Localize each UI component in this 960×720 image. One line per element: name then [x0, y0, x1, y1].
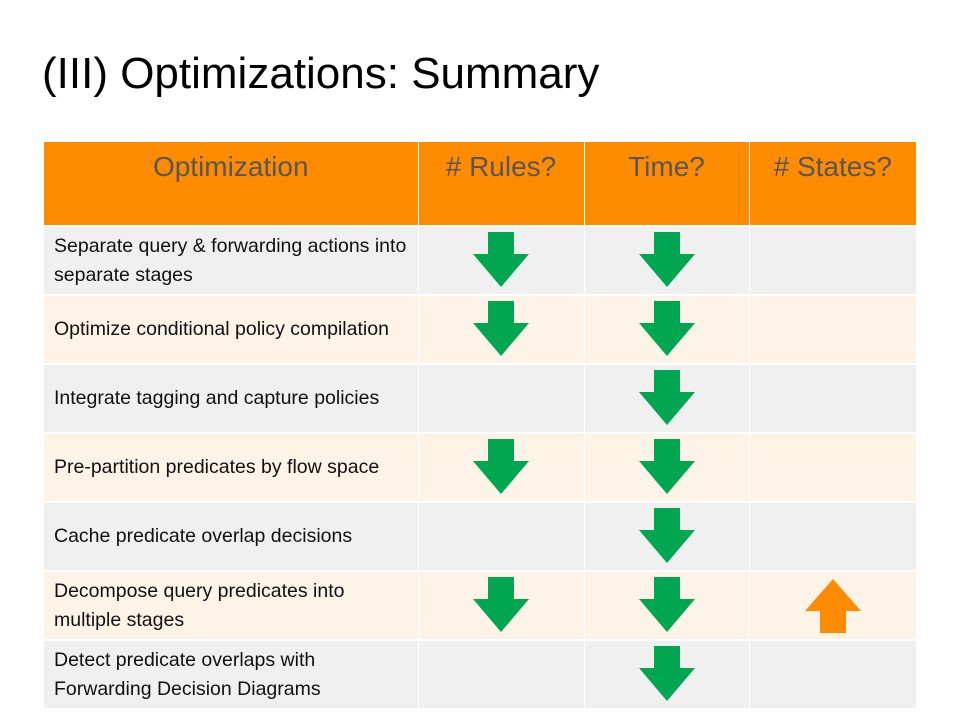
cell-rules: [418, 501, 585, 571]
table-row: Integrate tagging and capture policies: [44, 363, 916, 433]
optimization-name: Integrate tagging and capture policies: [44, 363, 419, 433]
table-row: Pre-partition predicates by flow space: [44, 432, 916, 502]
table-row: Separate query & forwarding actions into…: [44, 225, 916, 295]
table-row: Cache predicate overlap decisions: [44, 501, 916, 571]
cell-states: [749, 501, 916, 571]
up-arrow-icon: [804, 578, 861, 633]
header-label: Optimization: [152, 151, 309, 182]
header-states: # States?: [749, 142, 916, 226]
cell-states: [749, 363, 916, 433]
down-arrow-icon: [473, 300, 529, 356]
cell-time: [584, 225, 750, 295]
table-header-row: Optimization # Rules? Time? # States?: [44, 142, 916, 226]
optimization-name: Optimize conditional policy compilation: [44, 294, 419, 364]
table-row: Decompose query predicates into multiple…: [44, 570, 916, 640]
header-rules: # Rules?: [418, 142, 585, 226]
cell-rules: [418, 432, 585, 502]
slide-title: (III) Optimizations: Summary: [42, 49, 600, 98]
optimization-name: Pre-partition predicates by flow space: [44, 432, 419, 502]
down-arrow-icon: [638, 369, 695, 425]
cell-time: [584, 639, 750, 708]
cell-rules: [418, 570, 585, 640]
cell-states: [749, 294, 916, 364]
cell-states: [749, 432, 916, 502]
cell-time: [584, 432, 750, 502]
header-optimization: Optimization: [44, 142, 419, 226]
down-arrow-icon: [638, 438, 695, 494]
down-arrow-icon: [638, 645, 695, 701]
down-arrow-icon: [638, 300, 695, 356]
down-arrow-icon: [473, 576, 529, 632]
down-arrow-icon: [638, 231, 695, 287]
down-arrow-icon: [638, 507, 695, 563]
header-label: # Rules?: [445, 151, 557, 182]
cell-time: [584, 501, 750, 571]
cell-rules: [418, 363, 585, 433]
down-arrow-icon: [473, 231, 529, 287]
optimization-name: Decompose query predicates into multiple…: [44, 570, 419, 640]
header-label: # States?: [773, 151, 892, 182]
header-time: Time?: [584, 142, 750, 226]
header-label: Time?: [628, 151, 705, 182]
optimization-name: Cache predicate overlap decisions: [44, 501, 419, 571]
optimization-name: Detect predicate overlaps with Forwardin…: [44, 639, 419, 708]
cell-states: [749, 225, 916, 295]
cell-time: [584, 570, 750, 640]
optimization-name: Separate query & forwarding actions into…: [44, 225, 419, 295]
cell-time: [584, 363, 750, 433]
cell-states: [749, 639, 916, 708]
cell-time: [584, 294, 750, 364]
table-row: Detect predicate overlaps with Forwardin…: [44, 639, 916, 708]
down-arrow-icon: [473, 438, 529, 494]
table-row: Optimize conditional policy compilation: [44, 294, 916, 364]
optimization-summary-table: Optimization # Rules? Time? # States? Se…: [44, 142, 916, 708]
down-arrow-icon: [638, 576, 695, 632]
cell-rules: [418, 639, 585, 708]
cell-rules: [418, 225, 585, 295]
cell-states: [749, 570, 916, 640]
cell-rules: [418, 294, 585, 364]
